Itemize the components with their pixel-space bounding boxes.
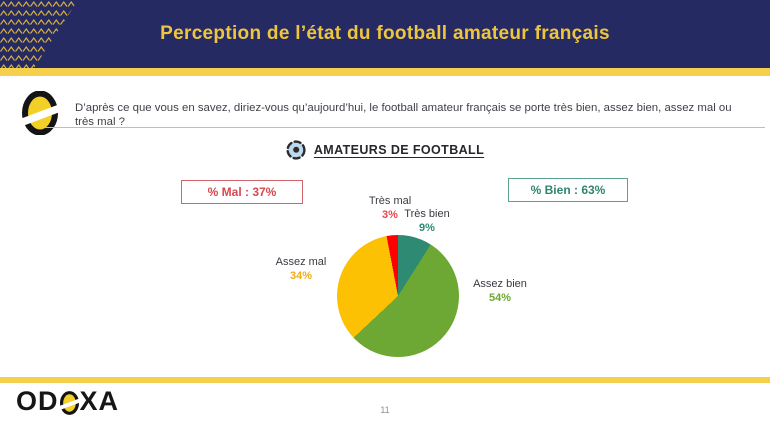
odoxa-logo: OD XA (16, 386, 119, 417)
logo-text-right: XA (79, 386, 120, 416)
soccer-ball-icon (286, 140, 306, 160)
header-accent-strip (0, 68, 770, 76)
pie-label-tres-bien: Très bien 9% (377, 207, 477, 235)
pie-chart (337, 235, 459, 357)
section-header: AMATEURS DE FOOTBALL (0, 140, 770, 160)
slice-value: 54% (488, 292, 512, 304)
odoxa-o-icon (22, 91, 58, 135)
pct-bien-badge: % Bien : 63% (508, 178, 628, 202)
section-title: AMATEURS DE FOOTBALL (313, 143, 485, 157)
survey-question: D’après ce que vous en savez, diriez-vou… (75, 102, 732, 128)
herringbone-pattern-decoration (0, 0, 78, 68)
page-number: 11 (380, 405, 390, 415)
slice-value: 3% (382, 209, 398, 221)
slice-value: 34% (289, 270, 313, 282)
header-bar: Perception de l’état du football amateur… (0, 0, 770, 68)
slice-name: Assez bien (473, 278, 527, 290)
odoxa-o-icon (59, 391, 79, 415)
pie-label-assez-bien: Assez bien 54% (450, 277, 550, 305)
slice-name: Très bien (404, 208, 450, 220)
slice-name: Très mal (368, 195, 412, 207)
logo-text-left: OD (16, 386, 59, 416)
footer-accent-line (0, 377, 770, 383)
slice-name: Assez mal (275, 256, 327, 268)
slice-value: 9% (419, 222, 435, 234)
pie-label-tres-mal: Très mal 3% (340, 194, 440, 222)
question-divider (45, 127, 765, 128)
pct-mal-badge: % Mal : 37% (181, 180, 303, 204)
page-title: Perception de l’état du football amateur… (160, 23, 610, 44)
pie-label-assez-mal: Assez mal 34% (251, 255, 351, 283)
